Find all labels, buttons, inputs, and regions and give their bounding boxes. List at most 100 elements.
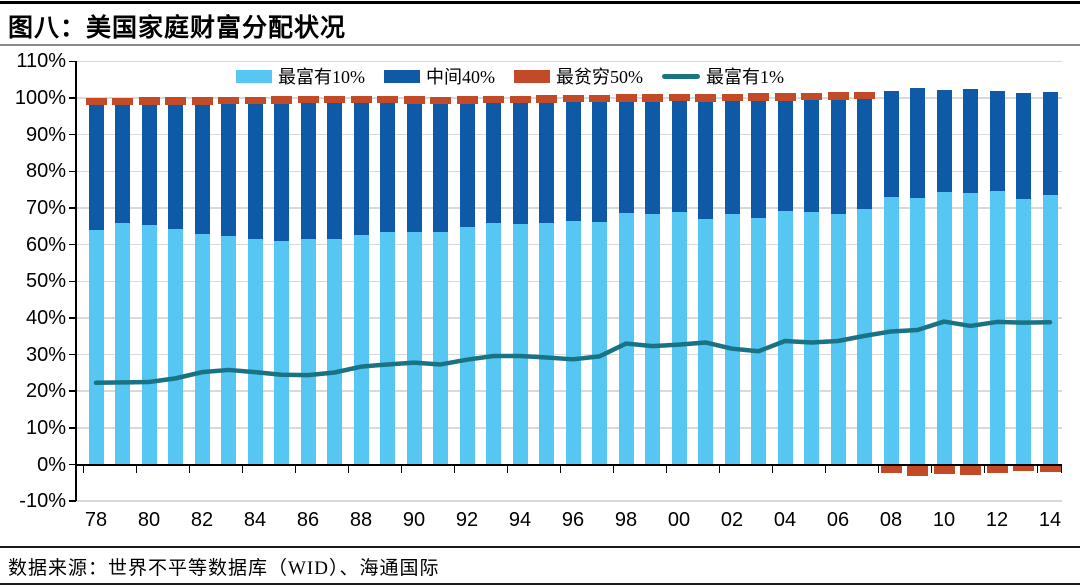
x-label-06: 06 xyxy=(826,509,850,531)
bar-bottom50-2006 xyxy=(827,92,849,100)
x-label-82: 82 xyxy=(190,509,214,531)
y-label-20: 20% xyxy=(25,380,66,403)
legend-label-top1: 最富有1% xyxy=(706,67,784,87)
bar-top10-1995 xyxy=(539,222,554,465)
bar-top10-1984 xyxy=(247,238,263,465)
bar-bottom50-2004 xyxy=(774,93,796,101)
bar-top10-1997 xyxy=(592,221,607,465)
bar-bottom50-2009 xyxy=(907,466,928,477)
x-label-08: 08 xyxy=(879,509,903,531)
bar-mid40-2000 xyxy=(671,101,687,212)
y-axis-line xyxy=(74,61,77,502)
bar-bottom50-1978 xyxy=(85,97,107,106)
bar-top10-1998 xyxy=(618,213,634,465)
x-axis-tick-17 xyxy=(983,464,986,473)
top1-line-path xyxy=(93,319,1053,386)
y-label-90: 90% xyxy=(25,123,66,146)
bar-mid40-2010 xyxy=(936,89,952,193)
bar-bottom50-2003 xyxy=(748,93,769,101)
gridline--10 xyxy=(76,500,1062,502)
bar-top10-2005 xyxy=(804,212,819,465)
chart-title: 图八：美国家庭财富分配状况 xyxy=(8,15,347,42)
x-label-04: 04 xyxy=(773,509,797,531)
bar-mid40-2008 xyxy=(883,91,899,197)
bar-mid40-1991 xyxy=(433,104,448,233)
bar-bottom50-2007 xyxy=(854,91,875,100)
y-label-100: 100% xyxy=(14,87,66,109)
x-axis-tick-13 xyxy=(771,464,774,473)
y-axis-tick-10 xyxy=(69,427,76,429)
y-axis-tick--10 xyxy=(69,500,76,502)
x-label-12: 12 xyxy=(985,509,1009,531)
bar-top10-1996 xyxy=(565,220,581,465)
y-axis-tick-40 xyxy=(69,317,76,319)
bar-bottom50-2002 xyxy=(721,93,743,102)
bar-mid40-1987 xyxy=(327,103,342,240)
bar-top10-1989 xyxy=(380,231,395,465)
x-label-02: 02 xyxy=(720,509,744,531)
x-axis-tick-4 xyxy=(294,464,297,473)
x-axis-tick-10 xyxy=(612,464,615,473)
bar-bottom50-2000 xyxy=(668,93,690,102)
bar-bottom50-1994 xyxy=(509,95,531,104)
bar-mid40-2012 xyxy=(989,91,1005,192)
bar-mid40-2011 xyxy=(963,89,978,193)
y-label--10: -10% xyxy=(19,490,66,513)
legend-item-bottom50: 最贫穷50% xyxy=(514,63,643,89)
bar-bottom50-1995 xyxy=(536,95,557,103)
bar-mid40-2009 xyxy=(910,87,925,198)
y-label-60: 60% xyxy=(25,233,66,256)
y-axis-tick-50 xyxy=(69,280,76,282)
bar-mid40-1986 xyxy=(300,103,316,240)
x-axis-tick-15 xyxy=(877,464,880,473)
bar-mid40-1990 xyxy=(406,103,422,233)
bar-top10-1990 xyxy=(406,232,422,465)
bar-mid40-1980 xyxy=(141,104,157,226)
bar-mid40-2007 xyxy=(857,99,872,210)
x-label-94: 94 xyxy=(508,509,532,531)
bar-bottom50-1984 xyxy=(244,96,266,105)
bar-mid40-1996 xyxy=(565,102,581,221)
legend-item-mid40: 中间40% xyxy=(384,63,495,89)
bar-mid40-2004 xyxy=(777,100,793,212)
legend-label-top10: 最富有10% xyxy=(278,67,365,87)
bar-top10-1983 xyxy=(221,236,236,465)
bar-top10-2002 xyxy=(724,214,740,465)
bar-bottom50-1998 xyxy=(615,94,637,102)
y-axis-tick-70 xyxy=(69,207,76,209)
top1-share-line xyxy=(93,319,1053,386)
bar-bottom50-2010 xyxy=(933,466,955,475)
x-axis-tick-12 xyxy=(718,464,721,473)
x-label-90: 90 xyxy=(402,509,426,531)
bar-top10-2014 xyxy=(1042,195,1058,465)
bar-mid40-1985 xyxy=(274,103,289,241)
bar-top10-2000 xyxy=(671,211,687,465)
legend-label-mid40: 中间40% xyxy=(426,67,495,87)
bar-mid40-2005 xyxy=(804,100,819,213)
bar-mid40-1983 xyxy=(221,104,236,237)
chart-legend: 最富有10% 中间40% 最贫穷50% 最富有1% xyxy=(236,63,784,89)
bar-mid40-1992 xyxy=(459,103,475,228)
bar-top10-1992 xyxy=(459,227,475,465)
bar-bottom50-1987 xyxy=(324,95,345,104)
y-label-40: 40% xyxy=(25,306,66,329)
bar-top10-2003 xyxy=(751,217,766,465)
bar-bottom50-1992 xyxy=(456,96,478,104)
bar-mid40-1979 xyxy=(115,105,130,224)
bar-bottom50-1996 xyxy=(562,94,584,103)
y-axis-tick-110 xyxy=(69,60,76,63)
x-label-80: 80 xyxy=(137,509,161,531)
bar-top10-2012 xyxy=(989,191,1005,465)
bar-bottom50-1993 xyxy=(483,95,504,104)
bar-mid40-1993 xyxy=(486,103,501,224)
bar-mid40-1989 xyxy=(380,103,395,232)
y-label-70: 70% xyxy=(25,196,66,219)
bar-top10-2011 xyxy=(963,192,978,465)
top10-swatch-icon xyxy=(236,69,272,83)
top-border-rule xyxy=(0,1,1080,4)
bar-bottom50-1982 xyxy=(191,97,213,105)
bar-bottom50-1979 xyxy=(112,97,133,106)
bar-top10-1981 xyxy=(168,229,183,465)
y-axis-tick-30 xyxy=(69,353,76,356)
footer-divider-rule xyxy=(0,546,1080,548)
